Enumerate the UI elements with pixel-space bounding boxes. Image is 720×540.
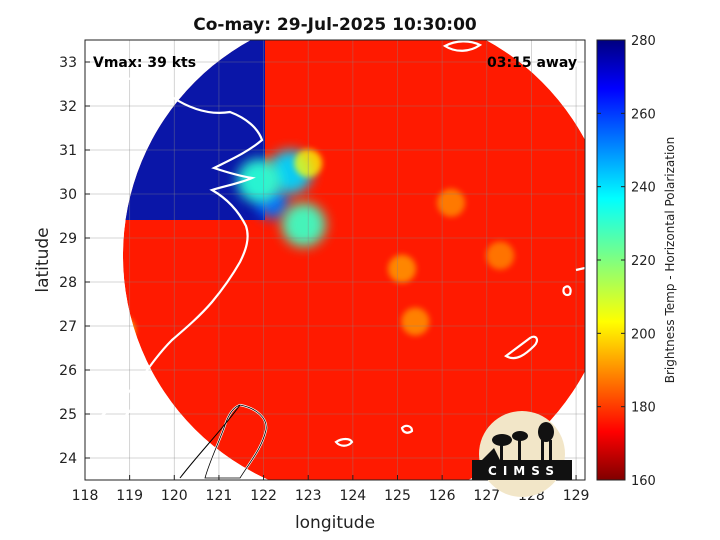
x-tick-label: 125 [384,488,411,504]
chart-title: Co-may: 29-Jul-2025 10:30:00 [193,15,477,35]
cimss-logo: CIMSS [472,411,572,497]
colorbar-tick-label: 160 [631,474,656,489]
colorbar-ticks: 280 260 240 220 200 180 160 [597,34,656,489]
plot-frame [84,39,586,481]
y-tick-label: 24 [59,451,77,467]
x-tick-label: 127 [473,488,500,504]
colorbar-tick-label: 220 [631,254,656,269]
lat-lon-grid [85,40,585,480]
y-tick-label: 26 [59,363,77,379]
x-tick-label: 120 [161,488,188,504]
colorbar-tick-label: 280 [631,34,656,49]
x-axis-label: longitude [295,513,375,533]
x-tick-label: 124 [339,488,366,504]
convection-cell-6 [401,307,430,336]
x-tick-label: 121 [206,488,233,504]
y-tick-label: 29 [59,231,77,247]
convection-cell-8 [486,241,515,270]
y-tick-label: 32 [59,99,77,115]
x-tick-label: 123 [295,488,322,504]
colorbar-tick-label: 240 [631,181,656,196]
convection-cell-5 [387,254,416,283]
x-tick-label: 119 [116,488,143,504]
x-tick-label: 126 [429,488,456,504]
y-axis-label: latitude [33,227,53,292]
taiwan-outline [204,404,267,479]
convection-cell-3 [281,202,326,247]
logo-text: CIMSS [488,464,560,478]
colorbar-label: Brightness Temp - Horizontal Polarizatio… [663,137,677,384]
y-tick-label: 25 [59,407,77,423]
convection-cell-7 [437,188,466,217]
y-tick-label: 31 [59,143,77,159]
convection-cell-2 [237,158,282,203]
convection-cell-4 [294,149,323,178]
x-tick-label: 118 [72,488,99,504]
colorbar-tick-label: 180 [631,401,656,416]
mainland-border [179,404,241,479]
radar-tower-icon [482,422,554,462]
y-tick-label: 28 [59,275,77,291]
colorbar-tick-label: 200 [631,327,656,342]
colorbar: 280 260 240 220 200 180 160 Brightness Temp - … [596,34,677,489]
vmax-annotation: Vmax: 39 kts [93,55,196,71]
x-axis-ticks: 118 119 120 121 122 123 124 125 126 127 128 129 [72,475,590,504]
colorbar-gradient [596,39,626,481]
x-tick-label: 122 [250,488,277,504]
y-tick-label: 30 [59,187,77,203]
y-tick-label: 33 [59,55,77,71]
x-tick-label: 129 [563,488,590,504]
time-away-annotation: 03:15 away [487,55,577,71]
y-tick-label: 27 [59,319,77,335]
y-axis-ticks: 24 25 26 27 28 29 30 31 32 33 [59,55,90,467]
colorbar-tick-label: 260 [631,107,656,122]
